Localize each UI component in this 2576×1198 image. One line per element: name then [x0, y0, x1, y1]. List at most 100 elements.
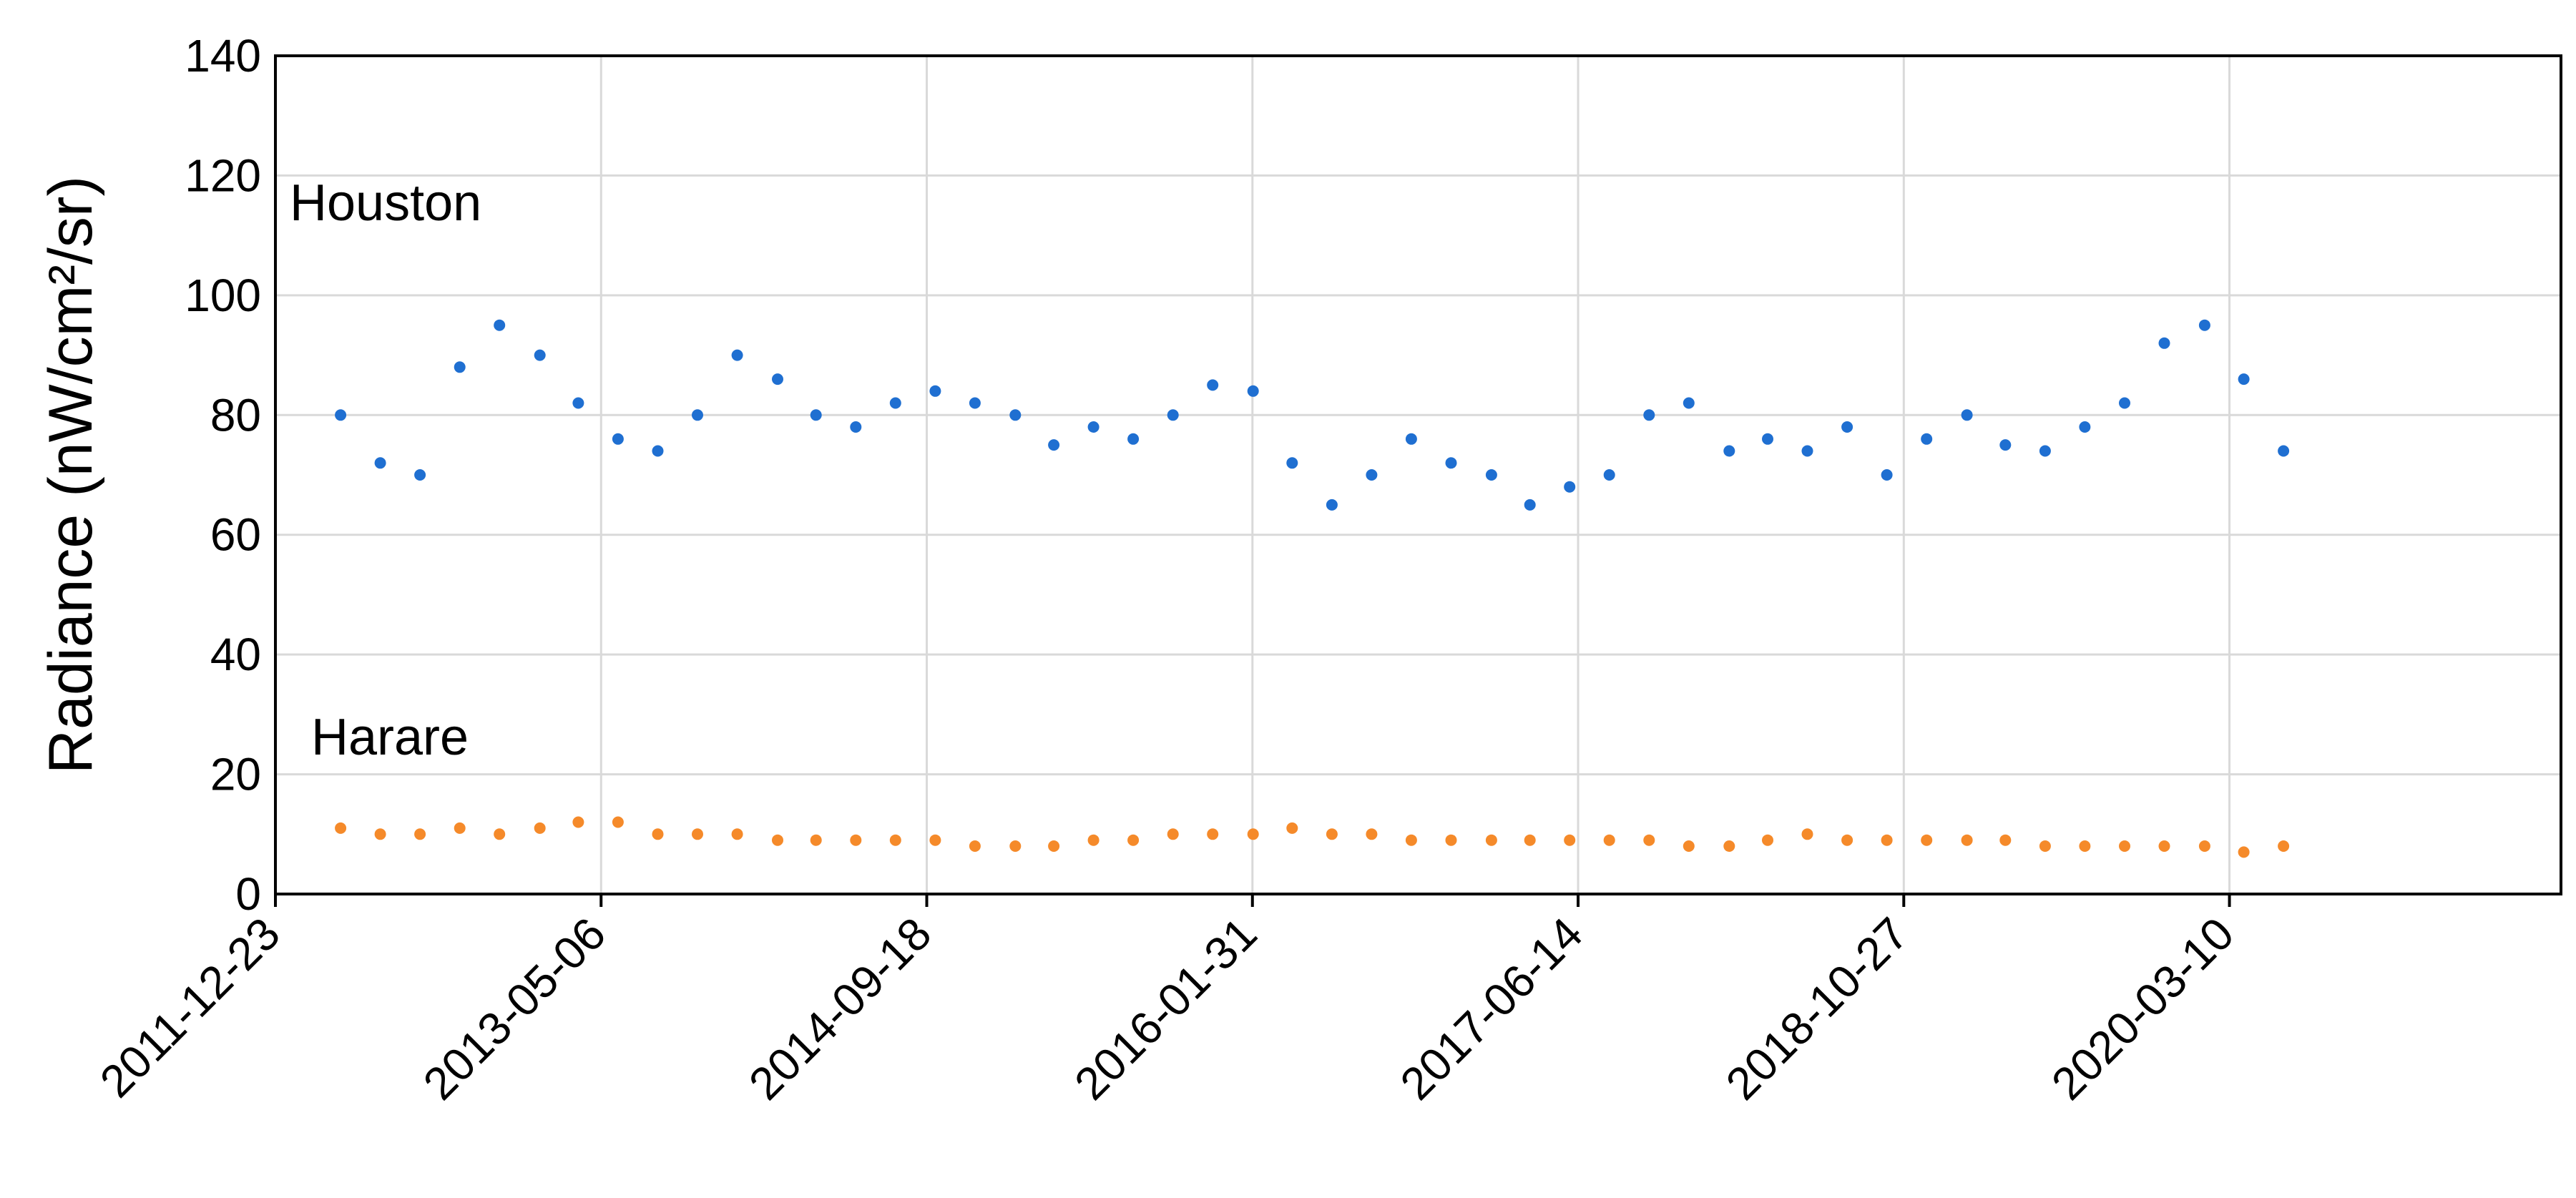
data-point-harare	[1326, 828, 1338, 840]
data-point-houston	[889, 397, 901, 409]
y-tick-label: 80	[210, 389, 261, 441]
data-point-houston	[772, 373, 783, 386]
data-point-harare	[1643, 834, 1655, 846]
y-tick-label: 120	[185, 149, 261, 201]
data-point-harare	[1762, 834, 1773, 846]
data-point-harare	[2198, 840, 2210, 852]
data-point-houston	[1564, 481, 1576, 493]
gridlines	[275, 56, 2561, 894]
data-point-houston	[2079, 421, 2091, 433]
data-point-harare	[414, 828, 426, 840]
data-point-houston	[1921, 433, 1933, 445]
data-point-harare	[1603, 834, 1615, 846]
y-tick-label: 40	[210, 629, 261, 680]
data-point-harare	[1801, 828, 1813, 840]
data-point-houston	[2158, 337, 2170, 349]
series-label-harare: Harare	[311, 709, 469, 766]
data-point-houston	[1723, 445, 1735, 457]
data-point-harare	[850, 834, 862, 846]
data-point-houston	[850, 421, 862, 433]
data-point-harare	[731, 828, 743, 840]
data-point-harare	[1999, 834, 2012, 846]
data-point-harare	[1207, 828, 1219, 840]
data-point-houston	[652, 445, 664, 457]
data-point-harare	[810, 834, 822, 846]
data-point-harare	[1524, 834, 1536, 846]
data-point-houston	[1048, 439, 1060, 451]
data-point-harare	[454, 822, 466, 834]
data-point-houston	[1999, 439, 2012, 451]
data-point-houston	[731, 349, 743, 361]
x-tick-label: 2013-05-06	[413, 908, 615, 1109]
y-tick-label: 100	[185, 270, 261, 321]
data-point-harare	[1881, 834, 1893, 846]
data-point-houston	[929, 385, 941, 397]
data-point-houston	[1445, 457, 1457, 469]
data-point-harare	[1127, 834, 1140, 846]
data-point-harare	[1841, 834, 1853, 846]
x-tick-label: 2016-01-31	[1064, 908, 1266, 1109]
data-point-houston	[2119, 397, 2130, 409]
data-point-houston	[1881, 469, 1893, 481]
x-tick-label: 2014-09-18	[739, 908, 941, 1109]
data-point-houston	[1326, 499, 1338, 511]
data-point-harare	[1167, 828, 1179, 840]
data-point-houston	[414, 469, 426, 481]
data-point-harare	[772, 834, 783, 846]
x-tick-label: 2020-03-10	[2042, 908, 2243, 1109]
data-point-harare	[494, 828, 506, 840]
plot-frame	[274, 54, 2562, 895]
data-points	[335, 319, 2290, 858]
data-point-harare	[1247, 828, 1259, 840]
data-point-houston	[1841, 421, 1853, 433]
y-axis-title: Radiance (nW/cm²/sr)	[36, 176, 105, 774]
data-point-houston	[454, 361, 466, 373]
data-point-houston	[1127, 433, 1140, 445]
data-point-harare	[2278, 840, 2290, 852]
data-point-houston	[2278, 445, 2290, 457]
data-point-houston	[335, 409, 347, 421]
data-point-houston	[374, 457, 386, 469]
data-point-harare	[1921, 834, 1933, 846]
x-tick-label: 2017-06-14	[1391, 908, 1592, 1109]
data-point-harare	[1683, 840, 1695, 852]
data-point-houston	[969, 397, 981, 409]
data-point-harare	[1087, 834, 1100, 846]
data-point-houston	[572, 397, 584, 409]
data-point-harare	[1723, 840, 1735, 852]
data-point-houston	[1286, 457, 1298, 469]
data-point-houston	[1087, 421, 1100, 433]
data-point-houston	[1009, 409, 1022, 421]
data-point-houston	[1247, 385, 1259, 397]
x-tick-label: 2011-12-23	[90, 908, 290, 1107]
data-point-harare	[1366, 828, 1378, 840]
data-point-harare	[572, 816, 584, 828]
data-point-houston	[1485, 469, 1497, 481]
data-point-houston	[1207, 379, 1219, 391]
data-point-harare	[374, 828, 386, 840]
data-point-houston	[1524, 499, 1536, 511]
y-tick-label: 60	[210, 509, 261, 561]
data-point-harare	[1485, 834, 1497, 846]
data-point-houston	[1603, 469, 1615, 481]
data-point-houston	[1801, 445, 1813, 457]
x-tick-label: 2018-10-27	[1716, 908, 1918, 1109]
data-point-houston	[1683, 397, 1695, 409]
data-point-harare	[1445, 834, 1457, 846]
data-point-houston	[1405, 433, 1417, 445]
data-point-harare	[692, 828, 703, 840]
data-point-houston	[2238, 373, 2250, 386]
data-point-harare	[2039, 840, 2051, 852]
data-point-houston	[1961, 409, 1973, 421]
data-point-harare	[1564, 834, 1576, 846]
data-point-harare	[335, 822, 347, 834]
data-point-houston	[534, 349, 546, 361]
y-tick-label: 20	[210, 749, 261, 800]
y-tick-label: 0	[235, 868, 261, 920]
data-point-houston	[2039, 445, 2051, 457]
data-point-harare	[2079, 840, 2091, 852]
series-label-houston: Houston	[290, 175, 481, 232]
data-point-harare	[969, 840, 981, 852]
data-point-houston	[612, 433, 624, 445]
